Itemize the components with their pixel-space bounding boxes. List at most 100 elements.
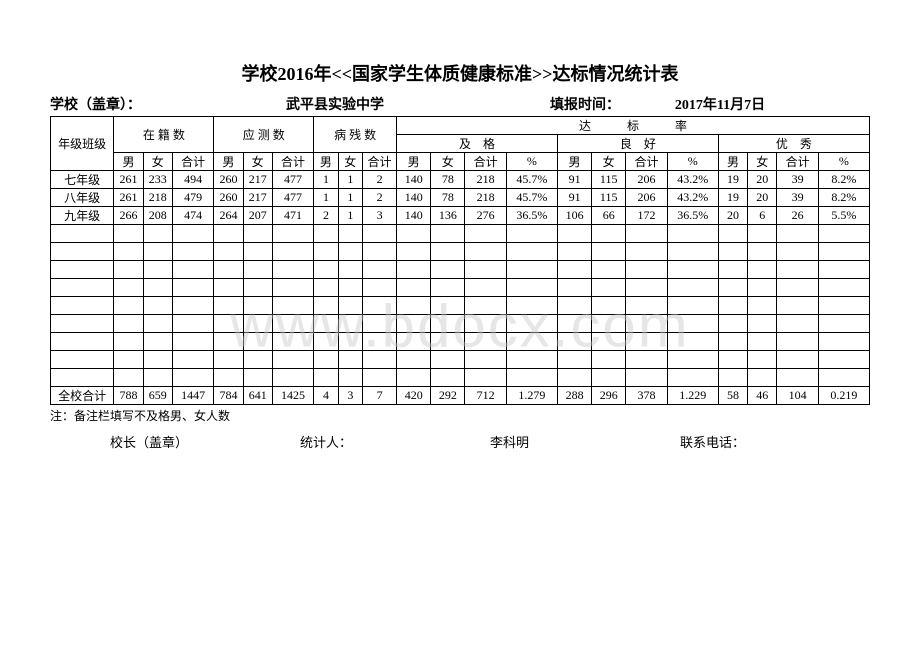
cell bbox=[114, 351, 143, 369]
h-m: 男 bbox=[214, 153, 243, 171]
cell: 2 bbox=[363, 171, 397, 189]
cell: 1 bbox=[314, 189, 338, 207]
cell bbox=[465, 225, 506, 243]
cell bbox=[818, 279, 869, 297]
cell bbox=[51, 315, 114, 333]
cell bbox=[397, 297, 431, 315]
table-row: 八年级2612184792602174771121407821845.7%911… bbox=[51, 189, 870, 207]
cell bbox=[314, 351, 338, 369]
cell bbox=[51, 297, 114, 315]
cell: 276 bbox=[465, 207, 506, 225]
cell: 641 bbox=[243, 387, 272, 405]
h-t: 合计 bbox=[363, 153, 397, 171]
cell bbox=[338, 351, 362, 369]
table-row bbox=[51, 351, 870, 369]
cell bbox=[114, 261, 143, 279]
h-m: 男 bbox=[718, 153, 747, 171]
cell bbox=[592, 243, 626, 261]
cell bbox=[143, 261, 172, 279]
col-rate: 达 标 率 bbox=[397, 117, 870, 135]
cell bbox=[777, 225, 818, 243]
cell bbox=[506, 333, 557, 351]
cell bbox=[718, 333, 747, 351]
cell bbox=[272, 297, 313, 315]
cell bbox=[272, 261, 313, 279]
school-label: 学校（盖章）： bbox=[50, 94, 170, 114]
cell: 784 bbox=[214, 387, 243, 405]
cell: 218 bbox=[143, 189, 172, 207]
cell bbox=[748, 351, 777, 369]
cell: 1.279 bbox=[506, 387, 557, 405]
cell bbox=[748, 333, 777, 351]
cell bbox=[51, 333, 114, 351]
cell: 172 bbox=[626, 207, 667, 225]
cell bbox=[214, 369, 243, 387]
cell: 292 bbox=[431, 387, 465, 405]
cell bbox=[314, 279, 338, 297]
col-excellent: 优 秀 bbox=[718, 135, 869, 153]
cell: 115 bbox=[592, 171, 626, 189]
cell bbox=[506, 369, 557, 387]
cell: 6 bbox=[748, 207, 777, 225]
cell bbox=[338, 225, 362, 243]
h-t: 合计 bbox=[777, 153, 818, 171]
h-f: 女 bbox=[338, 153, 362, 171]
cell bbox=[51, 279, 114, 297]
cell bbox=[397, 333, 431, 351]
cell bbox=[558, 225, 592, 243]
cell bbox=[465, 279, 506, 297]
cell: 36.5% bbox=[506, 207, 557, 225]
cell bbox=[243, 243, 272, 261]
cell bbox=[818, 243, 869, 261]
cell: 1 bbox=[338, 207, 362, 225]
cell bbox=[465, 369, 506, 387]
cell: 471 bbox=[272, 207, 313, 225]
cell bbox=[214, 351, 243, 369]
cell bbox=[506, 243, 557, 261]
cell bbox=[363, 243, 397, 261]
cell bbox=[214, 333, 243, 351]
cell bbox=[243, 261, 272, 279]
cell bbox=[718, 315, 747, 333]
cell: 208 bbox=[143, 207, 172, 225]
cell bbox=[667, 351, 718, 369]
cell bbox=[777, 297, 818, 315]
cell bbox=[718, 261, 747, 279]
cell bbox=[143, 243, 172, 261]
cell bbox=[818, 225, 869, 243]
cell: 788 bbox=[114, 387, 143, 405]
cell bbox=[558, 333, 592, 351]
cell bbox=[592, 369, 626, 387]
cell bbox=[558, 243, 592, 261]
cell: 0.219 bbox=[818, 387, 869, 405]
cell: 8.2% bbox=[818, 171, 869, 189]
h-p: % bbox=[506, 153, 557, 171]
cell: 378 bbox=[626, 387, 667, 405]
h-f: 女 bbox=[592, 153, 626, 171]
cell bbox=[667, 225, 718, 243]
cell bbox=[431, 351, 465, 369]
cell: 477 bbox=[272, 171, 313, 189]
h-p: % bbox=[667, 153, 718, 171]
cell bbox=[314, 369, 338, 387]
total-row: 全校合计 7886591447 7846411425 437 420292712… bbox=[51, 387, 870, 405]
school-name: 武平县实验中学 bbox=[170, 94, 500, 114]
h-m: 男 bbox=[314, 153, 338, 171]
cell: 3 bbox=[338, 387, 362, 405]
h-t: 合计 bbox=[172, 153, 213, 171]
cell bbox=[626, 297, 667, 315]
cell: 36.5% bbox=[667, 207, 718, 225]
cell bbox=[592, 279, 626, 297]
cell bbox=[431, 297, 465, 315]
h-f: 女 bbox=[431, 153, 465, 171]
cell: 140 bbox=[397, 171, 431, 189]
cell bbox=[143, 297, 172, 315]
cell bbox=[592, 297, 626, 315]
cell bbox=[626, 279, 667, 297]
cell: 5.5% bbox=[818, 207, 869, 225]
col-good: 良 好 bbox=[558, 135, 719, 153]
cell: 115 bbox=[592, 189, 626, 207]
cell: 2 bbox=[314, 207, 338, 225]
cell bbox=[338, 279, 362, 297]
cell: 136 bbox=[431, 207, 465, 225]
